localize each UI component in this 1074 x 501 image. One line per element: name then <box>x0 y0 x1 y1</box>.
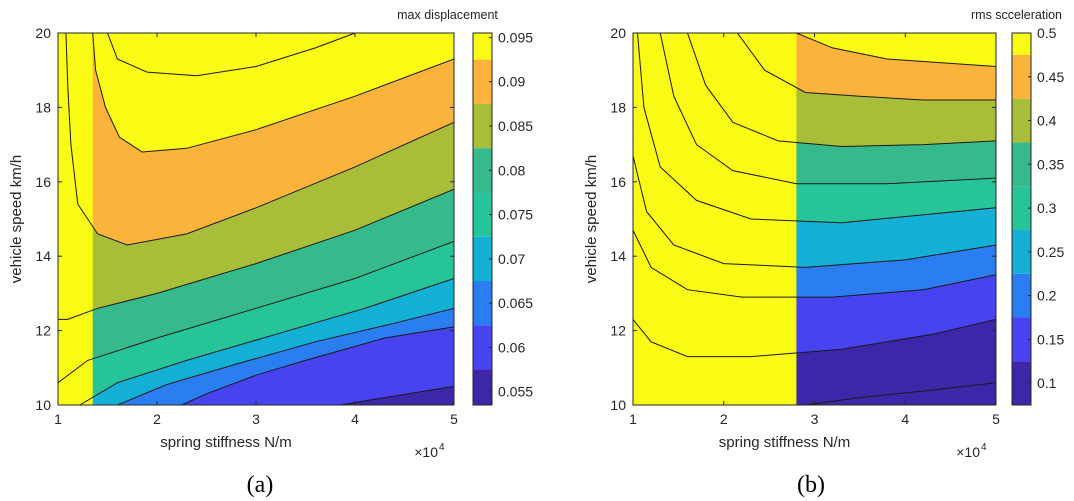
colorbar-title: rms scceleration <box>971 8 1062 22</box>
colorbar-frame <box>472 32 493 406</box>
colorbar-swatch <box>473 103 492 149</box>
colorbar-swatch <box>473 33 492 60</box>
contour-line <box>92 33 454 153</box>
x-tick-label: 3 <box>252 411 260 427</box>
x-exponent: ×10 <box>414 444 438 460</box>
y-tick-label: 14 <box>35 248 51 264</box>
contour-line <box>181 326 454 405</box>
colorbar-swatch <box>1012 33 1031 55</box>
x-exponent-power: 4 <box>439 442 445 453</box>
y-tick-label: 16 <box>35 174 51 190</box>
contour-line <box>796 33 996 67</box>
colorbar-tick-label: 0.5 <box>1037 25 1057 41</box>
figure-caption: (a) <box>247 472 274 498</box>
colorbar-tick-label: 0.08 <box>498 162 525 178</box>
x-axis-label: spring stiffness N/m <box>719 434 850 451</box>
y-axis-label: vehicle speed km/h <box>8 155 25 283</box>
contour-line <box>633 229 996 298</box>
contour-line <box>633 155 996 268</box>
y-tick-label: 20 <box>610 25 626 41</box>
x-axis-label: spring stiffness N/m <box>160 434 291 451</box>
y-tick-label: 18 <box>610 99 626 115</box>
colorbar-swatch <box>1012 273 1031 318</box>
contour-line <box>633 318 996 358</box>
colorbar-tick-label: 0.07 <box>498 251 525 267</box>
x-tick-label: 3 <box>811 411 819 427</box>
x-tick-label: 1 <box>54 411 62 427</box>
colorbar-swatch <box>473 148 492 193</box>
colorbar-tick-label: 0.065 <box>498 295 533 311</box>
y-tick-label: 20 <box>35 25 51 41</box>
colorbar-title: max displacement <box>397 8 498 22</box>
colorbar-tick-label: 0.095 <box>498 29 533 45</box>
x-tick-label: 2 <box>720 411 728 427</box>
colorbar-swatch <box>473 325 492 370</box>
contour-line <box>58 240 454 384</box>
contour-line <box>659 33 996 185</box>
contour-line <box>805 382 996 405</box>
colorbar-tick-label: 0.1 <box>1037 375 1057 391</box>
colorbar-swatch <box>1012 142 1031 187</box>
y-tick-label: 10 <box>610 397 626 413</box>
contour-line <box>736 33 996 101</box>
colorbar-tick-label: 0.075 <box>498 207 533 223</box>
colorbar-swatch <box>1012 317 1031 362</box>
colorbar-tick-label: 0.055 <box>498 384 533 400</box>
band-8 <box>58 33 454 405</box>
colorbar-swatch <box>1012 98 1031 143</box>
colorbar-tick-label: 0.3 <box>1037 200 1057 216</box>
x-tick-label: 2 <box>153 411 161 427</box>
contour-line <box>65 33 454 246</box>
plot-area <box>58 33 454 405</box>
colorbar-swatch <box>473 59 492 104</box>
x-tick-label: 5 <box>992 411 1000 427</box>
colorbar-swatch <box>1012 361 1031 405</box>
colorbar-swatch <box>473 236 492 281</box>
plot-area <box>633 33 996 405</box>
colorbar-tick-label: 0.15 <box>1037 331 1064 347</box>
colorbar-tick-label: 0.2 <box>1037 288 1057 304</box>
contour-line <box>117 307 454 405</box>
y-tick-label: 14 <box>610 248 626 264</box>
colorbar: 0.1 0.15 0.2 0.25 0.3 0.35 0.4 0.45 0.5 rms sccel… <box>971 8 1064 406</box>
colorbar-tick-label: 0.25 <box>1037 244 1064 260</box>
y-tick-label: 12 <box>610 323 626 339</box>
contour-line <box>79 278 454 405</box>
colorbar-swatch <box>473 369 492 405</box>
colorbar-tick-label: 0.4 <box>1037 113 1057 129</box>
colorbar-swatch <box>1012 186 1031 230</box>
band-6 <box>633 33 996 405</box>
colorbar-swatch <box>473 281 492 326</box>
x-exponent-power: 4 <box>981 442 987 453</box>
colorbar-tick-label: 0.35 <box>1037 156 1064 172</box>
contour-line <box>637 33 996 224</box>
colorbar-tick-label: 0.09 <box>498 74 525 90</box>
colorbar-swatch <box>1012 54 1031 99</box>
colorbar-swatch <box>1012 229 1031 274</box>
colorbar-tick-label: 0.085 <box>498 118 533 134</box>
x-tick-label: 1 <box>629 411 637 427</box>
y-tick-label: 18 <box>35 99 51 115</box>
y-tick-label: 16 <box>610 174 626 190</box>
contour-line <box>58 188 454 320</box>
y-tick-label: 10 <box>35 397 51 413</box>
colorbar: 0.055 0.06 0.065 0.07 0.075 0.08 0.085 0.09 0.09… <box>397 8 533 406</box>
x-tick-label: 4 <box>351 411 359 427</box>
x-tick-label: 5 <box>450 411 458 427</box>
x-exponent: ×10 <box>956 444 980 460</box>
figure-caption: (b) <box>797 472 825 498</box>
colorbar-tick-label: 0.45 <box>1037 69 1064 85</box>
colorbar-tick-label: 0.06 <box>498 339 525 355</box>
contour-line <box>687 33 996 148</box>
x-tick-label: 4 <box>901 411 909 427</box>
y-tick-label: 12 <box>35 323 51 339</box>
colorbar-swatch <box>473 192 492 237</box>
contour-line <box>107 33 356 77</box>
colorbar-frame <box>1011 32 1032 406</box>
band-8 <box>633 33 996 405</box>
y-axis-label: vehicle speed km/h <box>583 155 600 283</box>
